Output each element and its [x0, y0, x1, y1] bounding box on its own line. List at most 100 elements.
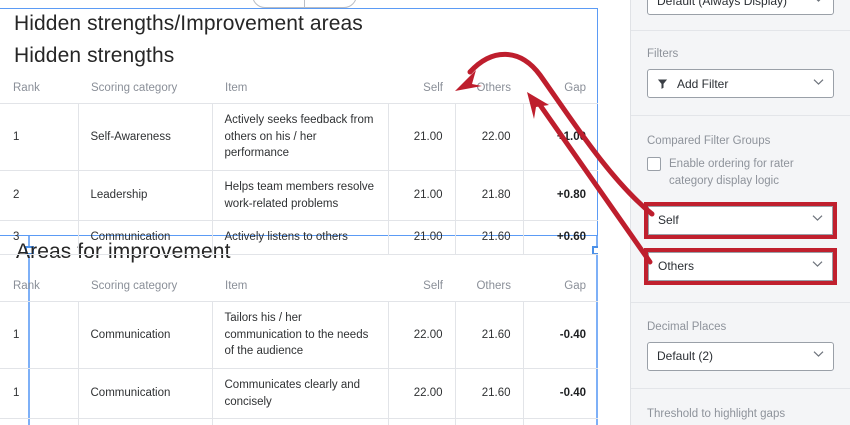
cell-self: 22.00 — [387, 368, 456, 420]
divider — [631, 301, 850, 303]
column-header-rank: Rank — [13, 82, 40, 94]
cell-self: 22.00 — [387, 300, 456, 370]
enable-ordering-label: Enable ordering for rater category displ… — [669, 158, 794, 187]
chevron-down-icon — [812, 213, 823, 224]
cell-rank: 1 — [0, 368, 79, 420]
chevron-down-icon — [813, 350, 824, 361]
compared-group-others-value: Others — [658, 259, 695, 274]
cell-gap: +0.60 — [522, 220, 598, 256]
column-header-self: Self — [423, 280, 443, 292]
cell-gap: -0.20 — [522, 418, 598, 425]
compared-group-self-value: Self — [658, 213, 679, 228]
cell-category: Communication — [77, 368, 213, 420]
chevron-down-icon — [813, 77, 824, 88]
cell-item: Actively listens to others — [211, 220, 389, 256]
decimal-places-value: Default (2) — [657, 349, 714, 364]
divider — [631, 387, 850, 389]
cell-rank: 2 — [0, 418, 79, 425]
settings-sidebar: Default (Always Display) Filters Add Fil… — [630, 0, 850, 425]
column-header-gap: Gap — [564, 82, 586, 94]
threshold-label: Threshold to highlight gaps — [647, 407, 786, 420]
display-logic-value: Default (Always Display) — [657, 0, 788, 8]
table-hidden-strengths: Rank Scoring category Item Self Others G… — [0, 78, 598, 256]
section-title-hidden-strengths: Hidden strengths — [14, 44, 175, 67]
column-header-rank: Rank — [13, 280, 40, 292]
filters-label: Filters — [647, 48, 679, 60]
table-body-areas-for-improvement: 1 Communication Tailors his / her commun… — [0, 300, 598, 425]
decimal-places-section: Decimal Places Default (2) — [631, 303, 850, 371]
toolbar-button-left[interactable] — [253, 0, 304, 7]
column-header-gap: Gap — [564, 280, 586, 292]
decimal-places-label: Decimal Places — [647, 320, 727, 333]
column-header-others: Others — [476, 280, 511, 292]
column-header-category: Scoring category — [91, 82, 178, 94]
cell-gap: +0.80 — [522, 170, 598, 222]
cell-self: 21.00 — [387, 102, 456, 172]
table-header-row: Rank Scoring category Item Self Others G… — [0, 78, 598, 104]
cell-item: Communicates clearly and concisely — [211, 368, 389, 420]
cell-category: Drive for Results — [77, 418, 213, 425]
cell-others: 21.80 — [454, 170, 524, 222]
cell-others: 21.60 — [454, 220, 524, 256]
chevron-down-icon — [812, 259, 823, 270]
cell-self: 21.00 — [387, 220, 456, 256]
table-row: 3 Communication Actively listens to othe… — [0, 220, 598, 256]
filter-funnel-icon — [657, 78, 668, 89]
filters-section: Filters Add Filter — [631, 31, 850, 99]
cell-others: 21.60 — [454, 300, 524, 370]
add-filter-select[interactable]: Add Filter — [647, 69, 834, 99]
page-title: Hidden strengths/Improvement areas — [14, 12, 363, 35]
table-row: 1 Communication Tailors his / her commun… — [0, 300, 598, 370]
cell-gap: +1.00 — [522, 102, 598, 172]
compared-filter-groups-label: Compared Filter Groups — [647, 135, 771, 148]
table-row: 1 Communication Communicates clearly and… — [0, 368, 598, 420]
checkbox-icon[interactable] — [647, 157, 661, 172]
cell-category: Communication — [77, 220, 213, 256]
compared-filter-groups-section: Compared Filter Groups Enable ordering f… — [631, 116, 850, 285]
cell-gap: -0.40 — [522, 300, 598, 370]
cell-others: 21.80 — [454, 418, 524, 425]
column-header-item: Item — [225, 82, 248, 94]
table-header-areas-for-improvement: Rank Scoring category Item Self Others G… — [0, 276, 598, 302]
table-header-hidden-strengths: Rank Scoring category Item Self Others G… — [0, 78, 598, 104]
cell-self: 22.00 — [387, 418, 456, 425]
table-row: 1 Self-Awareness Actively seeks feedback… — [0, 102, 598, 172]
threshold-section: Threshold to highlight gaps — [631, 389, 850, 422]
cell-others: 22.00 — [454, 102, 524, 172]
highlight-box-self: Self — [644, 201, 837, 239]
cell-gap: -0.40 — [522, 368, 598, 420]
cell-self: 21.00 — [387, 170, 456, 222]
enable-ordering-checkbox-row[interactable]: Enable ordering for rater category displ… — [647, 156, 834, 189]
table-areas-for-improvement: Rank Scoring category Item Self Others G… — [0, 276, 598, 425]
cell-category: Communication — [77, 300, 213, 370]
cell-others: 21.60 — [454, 368, 524, 420]
display-logic-section: Default (Always Display) — [631, 0, 850, 15]
chevron-down-icon — [813, 0, 824, 5]
display-logic-select[interactable]: Default (Always Display) — [647, 0, 834, 15]
compared-group-others-select[interactable]: Others — [648, 251, 833, 281]
cell-category: Self-Awareness — [77, 102, 213, 172]
cell-item: Sets challenging goals for him / herself — [211, 418, 389, 425]
table-body-hidden-strengths: 1 Self-Awareness Actively seeks feedback… — [0, 102, 598, 256]
cell-item: Helps team members resolve work-related … — [211, 170, 389, 222]
floating-block-toolbar[interactable] — [252, 0, 357, 8]
highlight-box-others: Others — [644, 247, 837, 285]
cell-rank: 1 — [0, 102, 79, 172]
add-filter-label: Add Filter — [677, 76, 729, 91]
cell-item: Tailors his / her communication to the n… — [211, 300, 389, 370]
column-header-category: Scoring category — [91, 280, 178, 292]
cell-rank: 2 — [0, 170, 79, 222]
table-row: 2 Drive for Results Sets challenging goa… — [0, 418, 598, 425]
toolbar-button-right[interactable] — [305, 0, 356, 7]
cell-rank: 3 — [0, 220, 79, 256]
table-header-row: Rank Scoring category Item Self Others G… — [0, 276, 598, 302]
column-header-others: Others — [476, 82, 511, 94]
decimal-places-select[interactable]: Default (2) — [647, 341, 834, 371]
cell-category: Leadership — [77, 170, 213, 222]
toolbar-separator — [304, 0, 305, 7]
column-header-item: Item — [225, 280, 248, 292]
report-canvas[interactable]: Hidden strengths/Improvement areas Hidde… — [0, 0, 598, 425]
cell-item: Actively seeks feedback from others on h… — [211, 102, 389, 172]
divider — [631, 115, 850, 117]
compared-group-self-select[interactable]: Self — [648, 205, 833, 235]
